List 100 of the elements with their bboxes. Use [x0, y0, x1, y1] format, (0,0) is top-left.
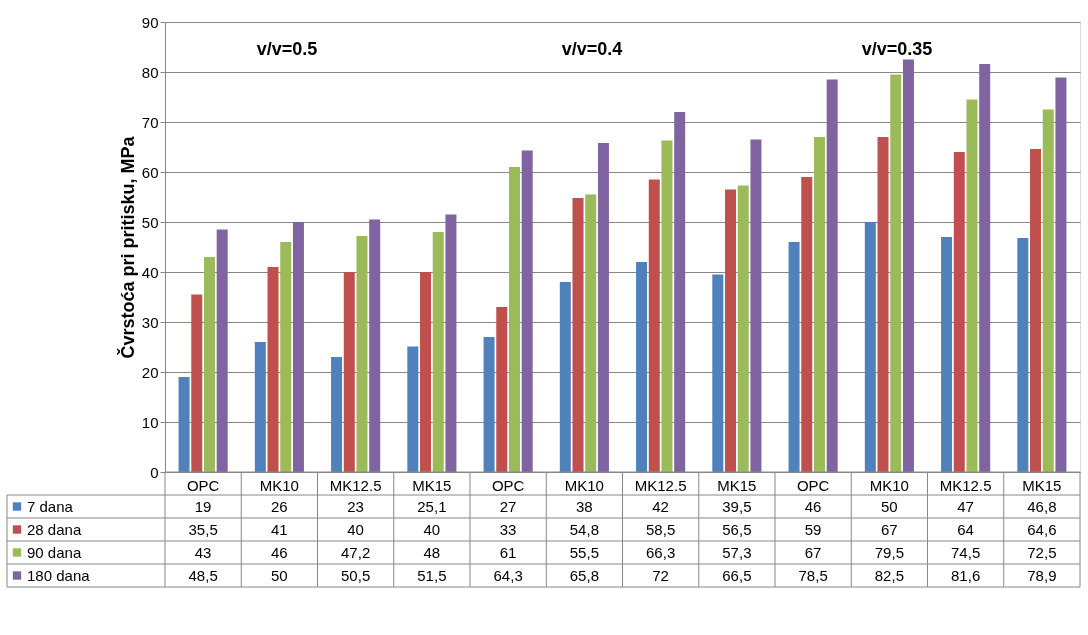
y-tick-label: 90 [141, 13, 159, 31]
data-label: 50 [271, 566, 288, 584]
data-label: 43 [194, 543, 212, 561]
data-label: 72,5 [1027, 543, 1057, 561]
x-tick-label: MK10 [869, 476, 909, 494]
bar [826, 79, 838, 472]
bar [674, 112, 686, 472]
data-label: 64 [957, 520, 974, 538]
annotation: v/v=0.4 [561, 39, 623, 59]
data-label: 48 [423, 543, 441, 561]
bar [1030, 149, 1042, 472]
bar [712, 274, 724, 472]
bar [496, 307, 508, 472]
x-tick-label: MK12.5 [939, 476, 992, 494]
data-label: 65,8 [569, 566, 599, 584]
data-label: 51,5 [417, 566, 447, 584]
bar [597, 143, 609, 472]
bar [267, 267, 279, 472]
data-label: 78,9 [1027, 566, 1057, 584]
data-label: 40 [423, 520, 441, 538]
data-label: 79,5 [874, 543, 904, 561]
data-label: 38 [576, 497, 593, 515]
x-tick-label: MK10 [259, 476, 299, 494]
bar [725, 189, 737, 472]
legend-label: 90 dana [27, 543, 82, 561]
y-tick-label: 50 [141, 213, 159, 231]
legend-label: 180 dana [27, 566, 91, 584]
bar [877, 137, 889, 472]
data-label: 25,1 [417, 497, 447, 515]
data-label: 66,3 [646, 543, 676, 561]
bar [445, 214, 457, 472]
bar [280, 242, 292, 472]
bar [648, 179, 660, 472]
bar [890, 74, 902, 472]
data-label: 66,5 [722, 566, 752, 584]
x-tick-label: MK10 [564, 476, 604, 494]
bar [902, 59, 914, 472]
data-label: 74,5 [951, 543, 981, 561]
bar [966, 99, 978, 472]
bar [203, 257, 215, 472]
bar [979, 64, 991, 472]
data-label: 61 [499, 543, 517, 561]
y-tick-label: 60 [141, 163, 159, 181]
bar [1042, 109, 1054, 472]
bar [788, 242, 800, 472]
x-tick-label: OPC [491, 476, 525, 494]
data-label: 41 [271, 520, 288, 538]
bar [343, 272, 355, 472]
data-label: 56,5 [722, 520, 752, 538]
data-label: 57,3 [722, 543, 752, 561]
y-tick-label: 70 [141, 113, 159, 131]
data-label: 46 [271, 543, 288, 561]
y-tick-label: 0 [150, 463, 159, 481]
data-label: 42 [652, 497, 669, 515]
bar [559, 282, 571, 472]
data-label: 50,5 [341, 566, 371, 584]
data-label: 64,6 [1027, 520, 1057, 538]
bar [432, 232, 444, 472]
data-label: 19 [194, 497, 212, 515]
bar [407, 346, 419, 472]
annotation: v/v=0.5 [256, 39, 318, 59]
bar [356, 236, 368, 472]
y-tick-label: 40 [141, 263, 159, 281]
bar [483, 337, 495, 472]
bar [254, 342, 266, 472]
data-label: 72 [652, 566, 669, 584]
bar [737, 185, 749, 472]
x-tick-label: MK15 [412, 476, 452, 494]
bar [191, 294, 203, 472]
x-tick-label: MK12.5 [329, 476, 382, 494]
data-label: 47,2 [341, 543, 371, 561]
bar [178, 377, 190, 472]
data-label: 27 [499, 497, 517, 515]
data-label: 67 [804, 543, 822, 561]
data-label: 35,5 [188, 520, 218, 538]
bar [1017, 238, 1029, 472]
bar [1055, 77, 1067, 472]
bar [292, 222, 304, 472]
bar [750, 139, 762, 472]
bar [813, 137, 825, 472]
data-label: 58,5 [646, 520, 676, 538]
y-tick-label: 30 [141, 313, 159, 331]
data-label: 54,8 [569, 520, 599, 538]
x-tick-label: MK15 [717, 476, 757, 494]
x-tick-label: MK15 [1022, 476, 1062, 494]
data-label: 46,8 [1027, 497, 1057, 515]
data-label: 46 [804, 497, 822, 515]
data-label: 81,6 [951, 566, 981, 584]
data-label: 26 [271, 497, 288, 515]
data-label: 50 [881, 497, 898, 515]
legend-label: 7 dana [27, 497, 74, 515]
x-tick-label: MK12.5 [634, 476, 687, 494]
x-tick-label: OPC [796, 476, 830, 494]
bar [216, 229, 228, 472]
legend-label: 28 dana [27, 520, 82, 538]
bar [941, 237, 953, 472]
x-tick-label: OPC [186, 476, 220, 494]
bar [508, 167, 520, 472]
data-label: 59 [804, 520, 822, 538]
bar [331, 357, 343, 472]
